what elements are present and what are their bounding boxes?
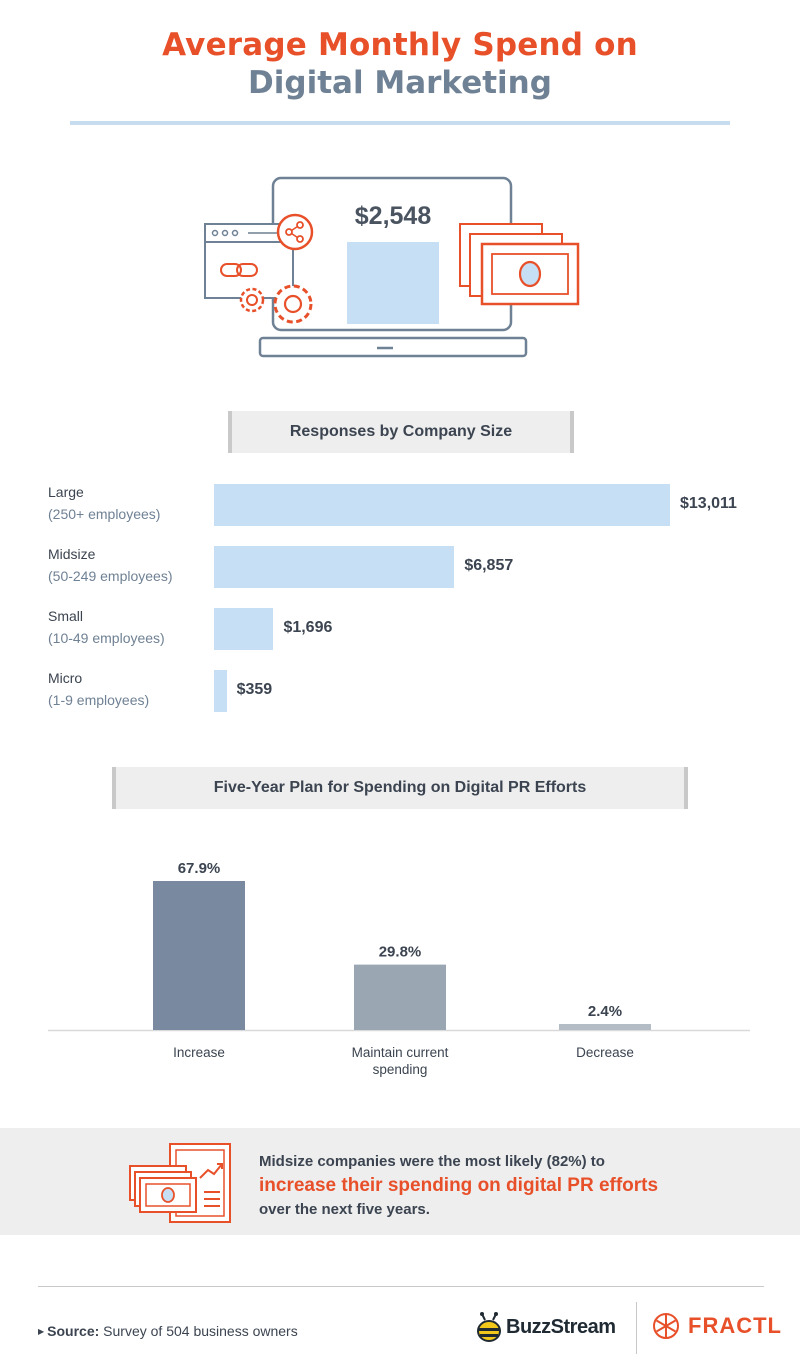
category-label: Midsize [48,546,96,562]
category-sublabel: (10-49 employees) [48,630,165,646]
source-note: ▶ Source: Survey of 504 business owners [38,1323,298,1339]
brand-fractl: FRACTL [688,1313,782,1338]
page-title: Average Monthly Spend on Digital Marketi… [0,26,800,102]
callout-line-3: over the next five years. [259,1201,430,1218]
callout-line-1: Midsize companies were the most likely (… [259,1153,605,1170]
five-year-plan-bar-chart: 67.9% Increase 29.8% Maintain current spendi… [48,860,750,1077]
source-text: Survey of 504 business owners [103,1323,298,1339]
brand-buzzstream: BuzzStream [506,1315,616,1338]
bar-micro [214,670,227,712]
category-label: Decrease [576,1045,634,1060]
fractl-logo: FRACTL [652,1312,782,1340]
source-label: Source: [47,1323,100,1339]
category-label: spending [373,1062,428,1077]
average-spend-value: $2,548 [354,202,432,230]
bar-value-label: 29.8% [379,944,422,961]
bar-value-label: $359 [236,681,273,698]
bar-value-label: 67.9% [178,860,221,877]
bar-value-label: $1,696 [283,619,333,636]
category-sublabel: (250+ employees) [48,506,161,522]
callout-text: Midsize companies were the most likely (… [259,1150,658,1222]
bar-maintain-current-spending [354,964,446,1030]
callout-box: Midsize companies were the most likely (… [0,1128,800,1235]
bar-value-label: $6,857 [464,557,514,574]
laptop-money-icon [204,176,580,358]
bar-value-label: 2.4% [588,1003,622,1020]
title-divider [70,121,730,125]
bar-value-label: $13,011 [680,495,737,512]
buzzstream-logo: BuzzStream [476,1312,616,1342]
category-sublabel: (50-249 employees) [48,568,173,584]
brand-divider [636,1302,637,1354]
hero-illustration: $2,548 [200,176,580,366]
section-label-five-year-plan: Five-Year Plan for Spending on Digital P… [112,767,688,809]
bee-icon [477,1312,501,1342]
bar-decrease [559,1024,651,1030]
report-money-icon [129,1143,231,1223]
section-label-company-size: Responses by Company Size [228,411,574,453]
bar-small [214,608,274,650]
category-label: Large [48,484,84,500]
bar-large [214,484,670,526]
bar-midsize [214,546,455,588]
title-line-2: Digital Marketing [248,65,552,101]
category-label: Micro [48,670,83,686]
callout-highlight: increase their spending on digital PR ef… [259,1175,659,1196]
category-label: Small [48,608,84,624]
snowflake-icon [653,1313,679,1339]
bullet-triangle-icon: ▶ [38,1327,45,1336]
category-label: Increase [173,1045,225,1060]
title-line-1: Average Monthly Spend on [162,27,638,63]
footer-divider [38,1286,764,1287]
category-sublabel: (1-9 employees) [48,692,150,708]
bar-increase [153,881,245,1030]
category-label: Maintain current [352,1045,449,1060]
